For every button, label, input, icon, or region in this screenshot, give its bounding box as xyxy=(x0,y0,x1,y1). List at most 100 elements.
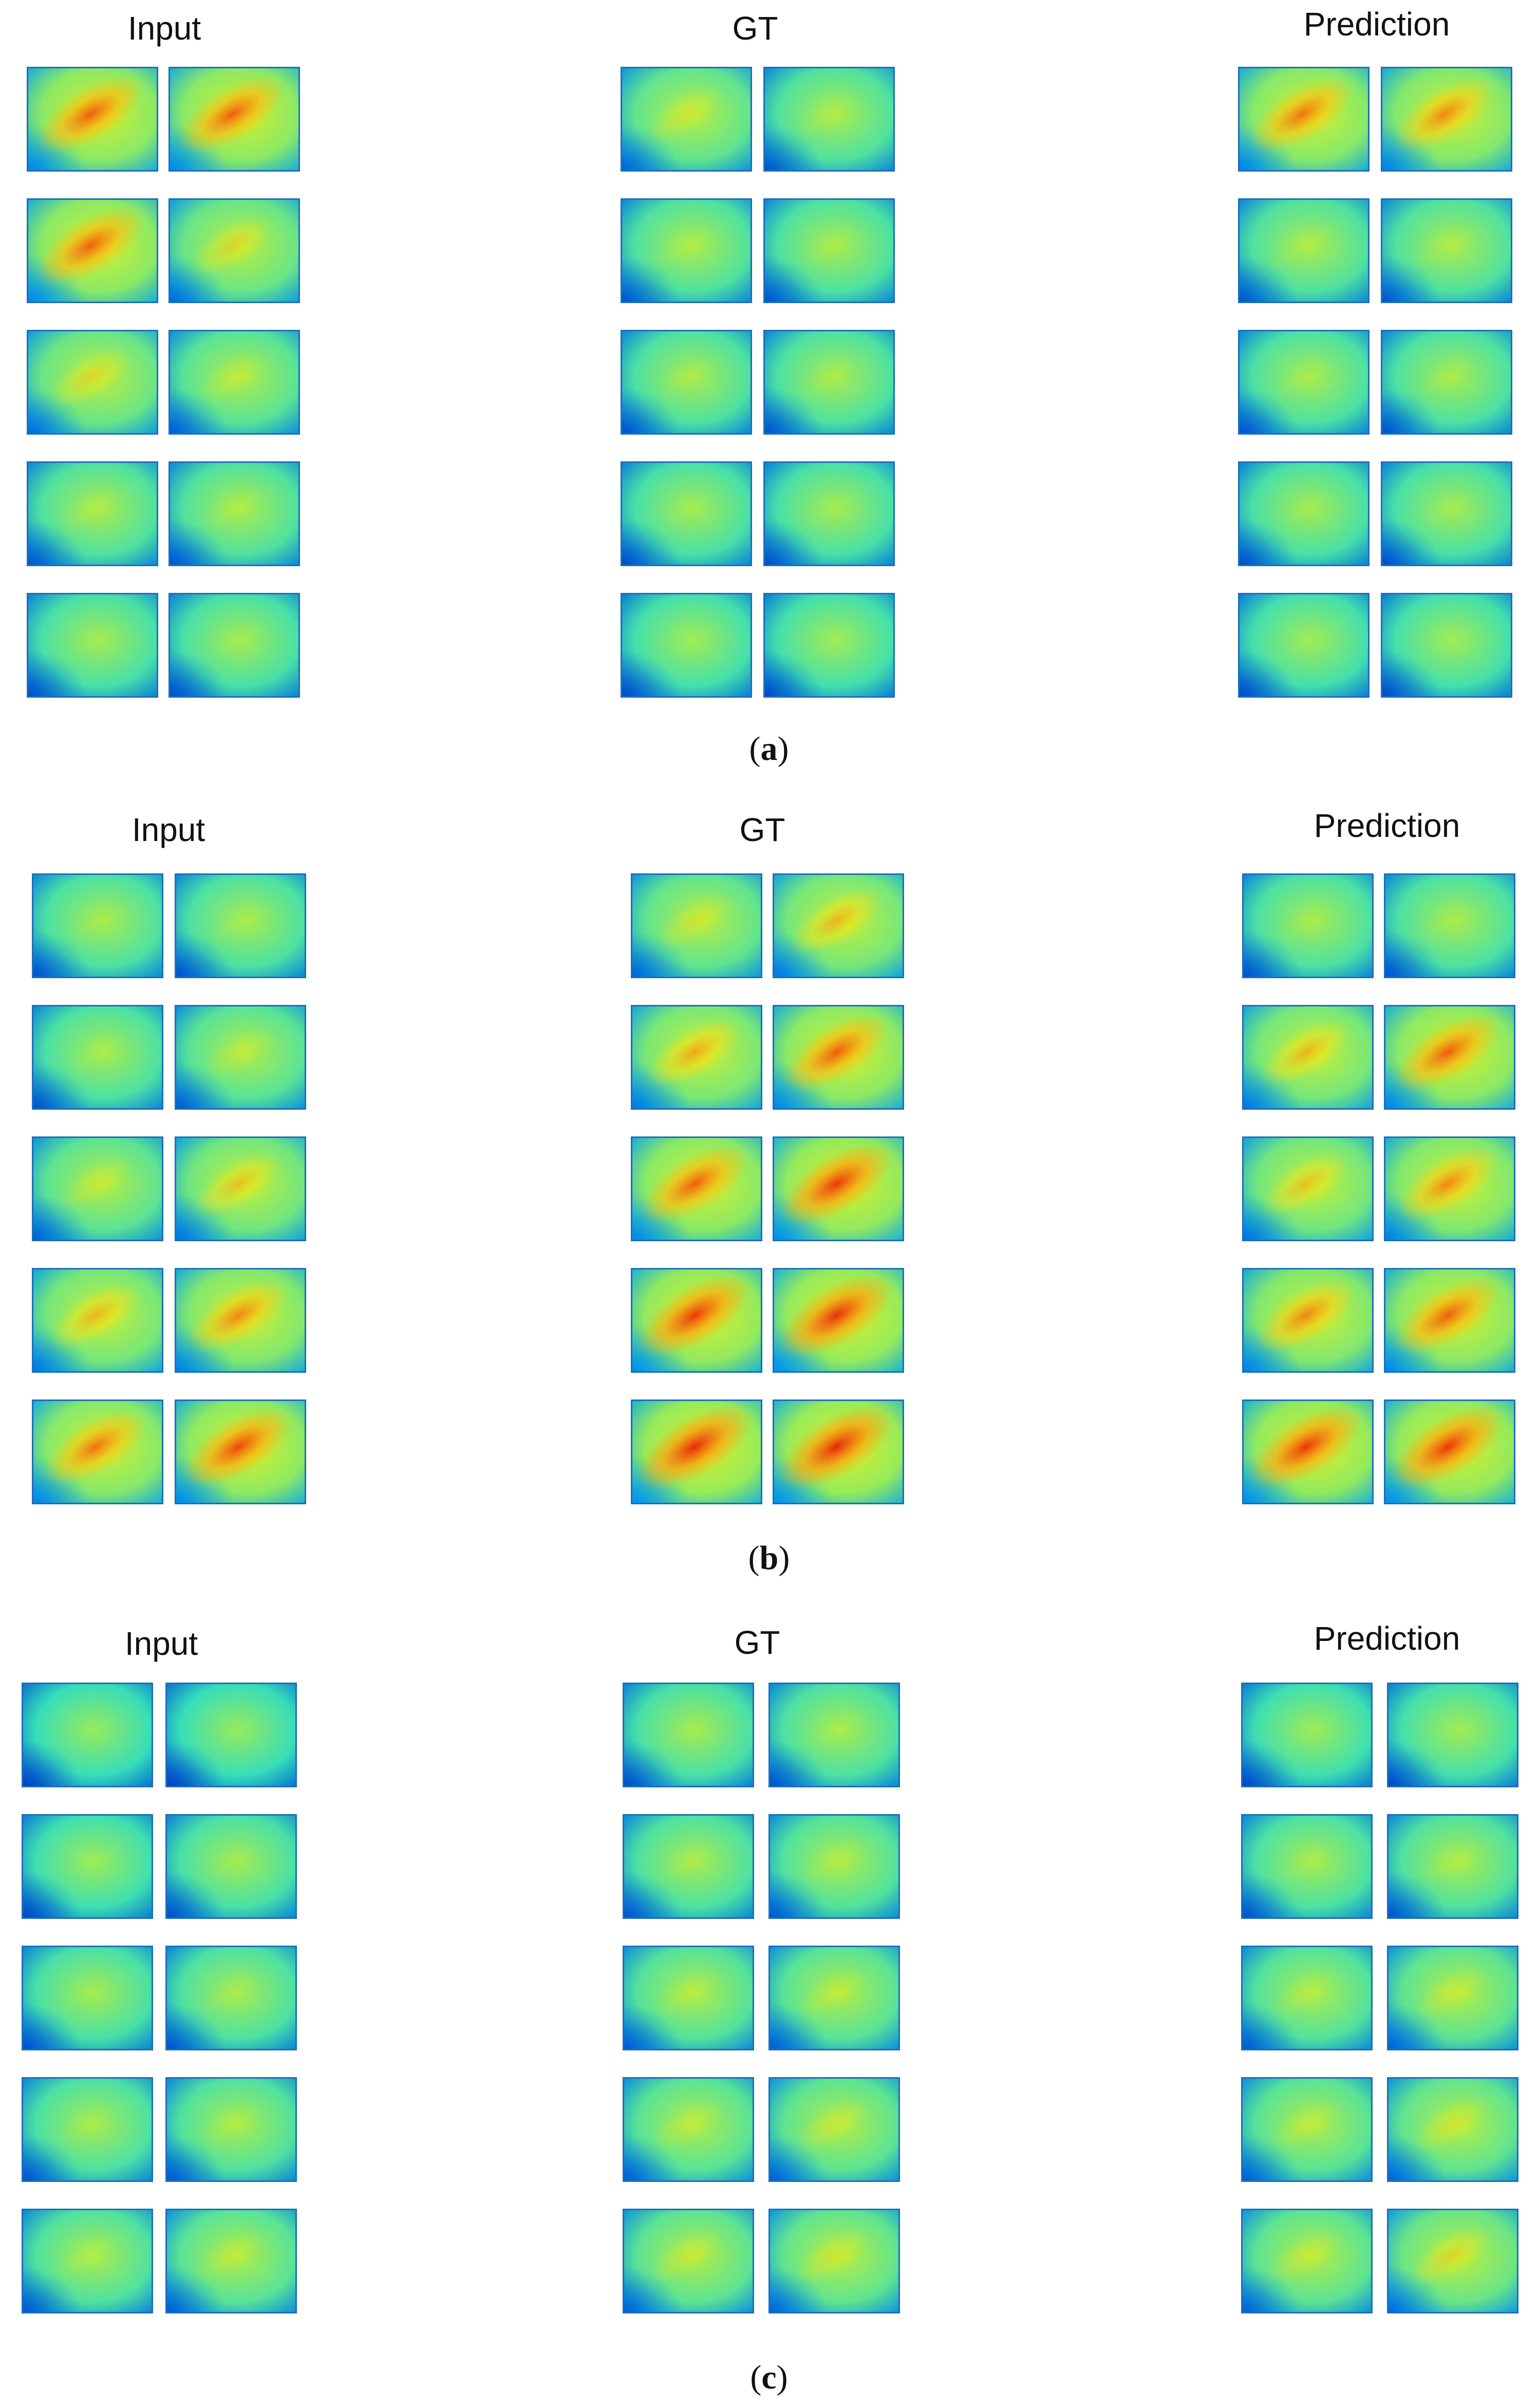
heatmap-tile-b-input-r4-1 xyxy=(32,1268,163,1373)
column-title-gt: GT xyxy=(734,1624,780,1661)
heatmap-tile-c-gt-r3-2 xyxy=(768,1946,900,2050)
heatmap-tile-c-input-r5-1 xyxy=(22,2209,153,2313)
heatmap-tile-a-gt-r4-2 xyxy=(763,461,895,566)
panel-caption-c: (c) xyxy=(750,2359,788,2396)
heatmap-tile-b-gt-r5-2 xyxy=(773,1399,904,1504)
heatmap-tile-a-input-r3-1 xyxy=(27,330,158,435)
heatmap-tile-a-input-r2-2 xyxy=(168,198,300,303)
heatmap-tile-a-input-r1-1 xyxy=(27,67,158,172)
caption-letter: b xyxy=(759,1539,779,1577)
column-title-gt: GT xyxy=(732,10,778,47)
heatmap-tile-c-gt-r5-1 xyxy=(623,2209,754,2313)
heatmap-tile-c-input-r1-1 xyxy=(22,1683,153,1787)
heatmap-tile-a-gt-r2-1 xyxy=(621,198,752,303)
heatmap-tile-b-gt-r5-1 xyxy=(631,1399,762,1504)
panel-caption-b: (b) xyxy=(748,1539,790,1577)
heatmap-tile-c-input-r3-2 xyxy=(165,1946,297,2050)
heatmap-tile-b-gt-r4-1 xyxy=(631,1268,762,1373)
heatmap-tile-b-prediction-r4-1 xyxy=(1242,1268,1374,1373)
heatmap-tile-c-gt-r2-2 xyxy=(768,1814,900,1919)
heatmap-tile-c-input-r5-2 xyxy=(165,2209,297,2313)
heatmap-tile-b-input-r5-2 xyxy=(175,1399,306,1504)
heatmap-tile-b-prediction-r1-1 xyxy=(1242,873,1374,978)
heatmap-tile-b-input-r2-2 xyxy=(175,1005,306,1110)
heatmap-tile-c-input-r4-2 xyxy=(165,2077,297,2182)
heatmap-tile-b-gt-r3-2 xyxy=(773,1136,904,1241)
heatmap-tile-c-prediction-r2-1 xyxy=(1241,1814,1373,1919)
heatmap-tile-b-input-r4-2 xyxy=(175,1268,306,1373)
heatmap-tile-b-input-r1-2 xyxy=(175,873,306,978)
heatmap-tile-b-gt-r1-1 xyxy=(631,873,762,978)
heatmap-tile-b-prediction-r2-1 xyxy=(1242,1005,1374,1110)
heatmap-tile-a-gt-r1-1 xyxy=(621,67,752,172)
heatmap-tile-a-gt-r1-2 xyxy=(763,67,895,172)
panel-caption-a: (a) xyxy=(749,730,789,768)
caption-letter: c xyxy=(761,2359,777,2396)
heatmap-tile-c-input-r4-1 xyxy=(22,2077,153,2182)
heatmap-tile-c-prediction-r4-1 xyxy=(1241,2077,1373,2182)
heatmap-tile-a-input-r3-2 xyxy=(168,330,300,435)
heatmap-tile-a-gt-r2-2 xyxy=(763,198,895,303)
heatmap-tile-c-prediction-r5-1 xyxy=(1241,2209,1373,2313)
heatmap-tile-a-input-r5-2 xyxy=(168,593,300,698)
heatmap-tile-a-prediction-r4-1 xyxy=(1238,461,1370,566)
heatmap-tile-c-gt-r4-2 xyxy=(768,2077,900,2182)
column-title-input: Input xyxy=(124,1625,198,1662)
heatmap-tile-a-gt-r3-1 xyxy=(621,330,752,435)
heatmap-tile-b-prediction-r3-2 xyxy=(1384,1136,1515,1241)
column-title-prediction: Prediction xyxy=(1314,1620,1460,1657)
heatmap-tile-b-prediction-r4-2 xyxy=(1384,1268,1515,1373)
heatmap-tile-a-gt-r5-2 xyxy=(763,593,895,698)
column-title-input: Input xyxy=(132,811,205,848)
heatmap-tile-c-gt-r2-1 xyxy=(623,1814,754,1919)
column-title-prediction: Prediction xyxy=(1303,6,1450,43)
heatmap-tile-c-input-r3-1 xyxy=(22,1946,153,2050)
heatmap-tile-c-gt-r1-2 xyxy=(768,1683,900,1787)
heatmap-tile-c-gt-r4-1 xyxy=(623,2077,754,2182)
heatmap-tile-b-gt-r2-2 xyxy=(773,1005,904,1110)
heatmap-tile-c-input-r1-2 xyxy=(165,1683,297,1787)
heatmap-tile-a-input-r4-1 xyxy=(27,461,158,566)
heatmap-tile-b-gt-r2-1 xyxy=(631,1005,762,1110)
heatmap-tile-b-gt-r1-2 xyxy=(773,873,904,978)
heatmap-tile-a-input-r1-2 xyxy=(168,67,300,172)
heatmap-tile-a-input-r4-2 xyxy=(168,461,300,566)
heatmap-tile-b-input-r1-1 xyxy=(32,873,163,978)
heatmap-tile-a-prediction-r4-2 xyxy=(1381,461,1512,566)
heatmap-tile-a-prediction-r5-1 xyxy=(1238,593,1370,698)
heatmap-tile-a-input-r5-1 xyxy=(27,593,158,698)
heatmap-tile-a-prediction-r1-2 xyxy=(1381,67,1512,172)
heatmap-tile-b-prediction-r2-2 xyxy=(1384,1005,1515,1110)
heatmap-tile-a-gt-r5-1 xyxy=(621,593,752,698)
caption-letter: a xyxy=(760,730,778,768)
heatmap-tile-c-prediction-r2-2 xyxy=(1387,1814,1518,1919)
heatmap-tile-a-prediction-r5-2 xyxy=(1381,593,1512,698)
heatmap-tile-b-input-r3-2 xyxy=(175,1136,306,1241)
heatmap-tile-a-prediction-r2-1 xyxy=(1238,198,1370,303)
heatmap-tile-c-gt-r5-2 xyxy=(768,2209,900,2313)
heatmap-tile-b-gt-r4-2 xyxy=(773,1268,904,1373)
heatmap-tile-c-prediction-r5-2 xyxy=(1387,2209,1518,2313)
heatmap-tile-a-prediction-r3-2 xyxy=(1381,330,1512,435)
column-title-prediction: Prediction xyxy=(1314,807,1460,844)
heatmap-tile-b-input-r5-1 xyxy=(32,1399,163,1504)
heatmap-tile-c-prediction-r3-1 xyxy=(1241,1946,1373,2050)
heatmap-tile-b-prediction-r5-1 xyxy=(1242,1399,1374,1504)
heatmap-tile-b-gt-r3-1 xyxy=(631,1136,762,1241)
heatmap-tile-c-gt-r1-1 xyxy=(623,1683,754,1787)
heatmap-tile-a-prediction-r3-1 xyxy=(1238,330,1370,435)
heatmap-tile-c-prediction-r1-1 xyxy=(1241,1683,1373,1787)
column-title-gt: GT xyxy=(739,811,785,848)
heatmap-tile-c-prediction-r4-2 xyxy=(1387,2077,1518,2182)
heatmap-tile-c-input-r2-1 xyxy=(22,1814,153,1919)
heatmap-tile-a-gt-r3-2 xyxy=(763,330,895,435)
heatmap-tile-b-input-r3-1 xyxy=(32,1136,163,1241)
heatmap-tile-b-input-r2-1 xyxy=(32,1005,163,1110)
heatmap-tile-a-gt-r4-1 xyxy=(621,461,752,566)
heatmap-tile-a-input-r2-1 xyxy=(27,198,158,303)
heatmap-tile-a-prediction-r2-2 xyxy=(1381,198,1512,303)
heatmap-tile-b-prediction-r5-2 xyxy=(1384,1399,1515,1504)
heatmap-tile-c-gt-r3-1 xyxy=(623,1946,754,2050)
heatmap-tile-c-prediction-r1-2 xyxy=(1387,1683,1518,1787)
column-title-input: Input xyxy=(127,10,201,47)
